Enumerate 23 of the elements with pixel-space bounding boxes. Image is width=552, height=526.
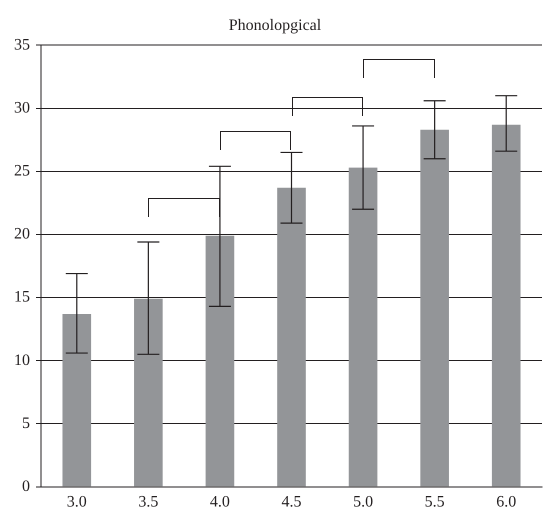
chart-title: Phonolopgical <box>228 16 322 34</box>
y-tick-label: 30 <box>14 99 30 116</box>
bar <box>348 168 378 486</box>
bar <box>62 314 92 486</box>
bar <box>492 124 521 486</box>
bar <box>206 236 234 486</box>
x-tick-label: 3.0 <box>66 494 87 511</box>
y-tick-label: 10 <box>14 352 30 369</box>
bar <box>420 130 449 486</box>
y-tick-label: 5 <box>22 414 30 432</box>
x-tick-label: 6.0 <box>496 494 516 511</box>
y-tick-label: 15 <box>14 288 30 306</box>
y-tick-label: 20 <box>14 226 30 243</box>
y-tick-label: 0 <box>22 478 30 496</box>
x-tick-label: 4.0 <box>210 494 230 511</box>
x-tick-label: 3.5 <box>138 494 158 511</box>
x-tick-label: 5.0 <box>353 494 374 511</box>
y-tick-label: 25 <box>14 162 30 180</box>
bar <box>277 188 306 486</box>
y-tick-label: 35 <box>14 36 30 54</box>
bar <box>134 298 163 486</box>
x-tick-label: 4.5 <box>282 494 302 511</box>
x-tick-label: 5.5 <box>424 494 445 511</box>
